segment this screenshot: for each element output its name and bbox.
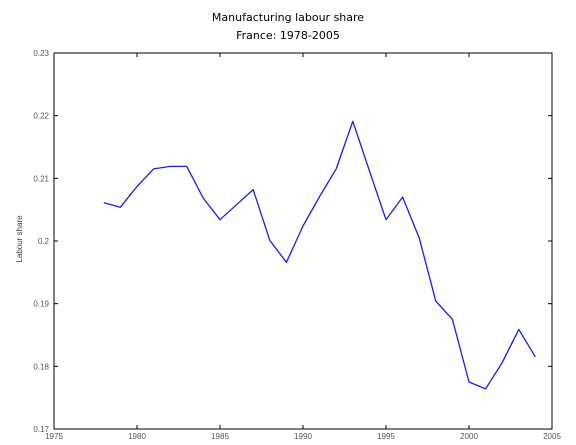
x-tick-label: 1985	[211, 432, 229, 441]
chart-subtitle: France: 1978-2005	[236, 29, 340, 42]
series-line	[103, 120, 536, 390]
x-tick-label: 1990	[294, 432, 312, 441]
y-tick-label: 0.22	[33, 112, 49, 121]
chart-title: Manufacturing labour share	[211, 11, 365, 24]
y-tick-label: 0.2	[38, 237, 50, 246]
x-tick-label: 1980	[128, 432, 146, 441]
y-tick-label: 0.18	[33, 362, 49, 371]
x-tick-label: 1975	[45, 432, 63, 441]
y-tick-label: 0.23	[33, 49, 49, 58]
x-tick-label: 1995	[377, 432, 395, 441]
plot-frame	[53, 52, 553, 430]
y-tick-label: 0.21	[33, 174, 49, 183]
x-tick-label: 2005	[543, 432, 561, 441]
x-tick-label: 2000	[460, 432, 478, 441]
y-tick-label: 0.17	[33, 425, 49, 434]
y-tick-label: 0.19	[33, 300, 49, 309]
